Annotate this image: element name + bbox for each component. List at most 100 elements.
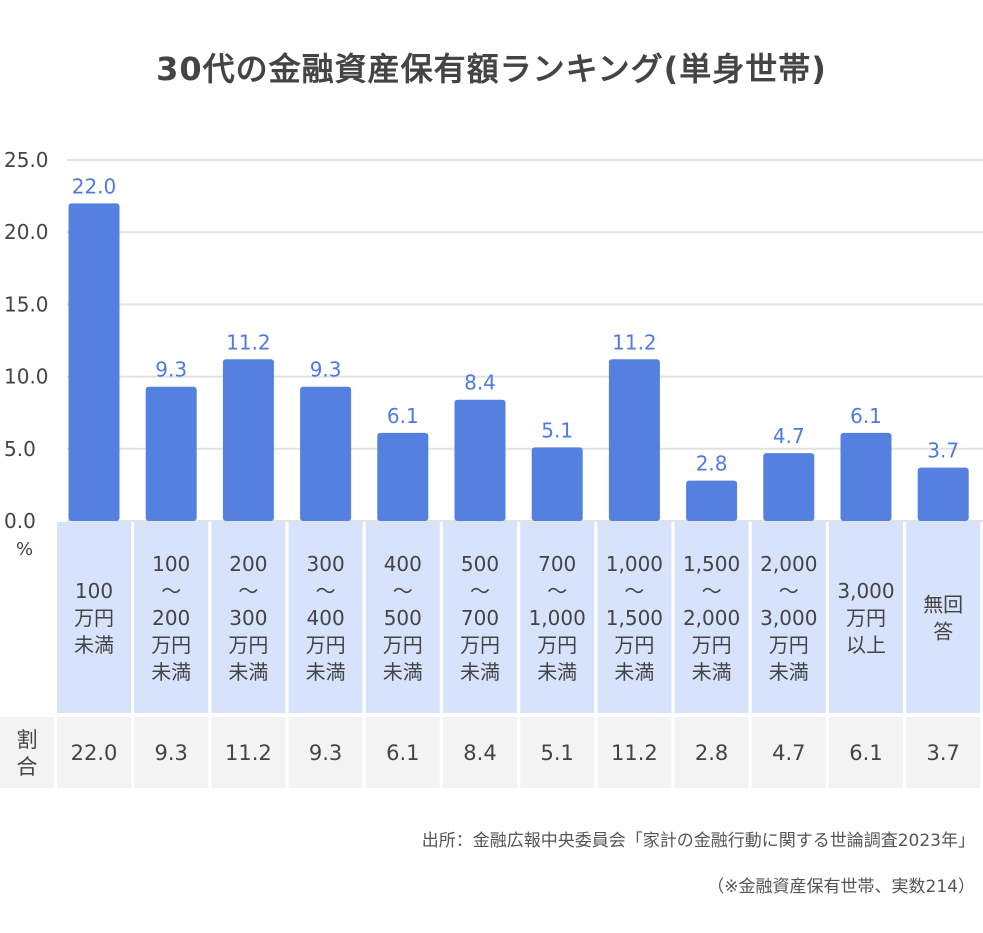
- bar: [145, 386, 197, 521]
- table-value: 6.1: [849, 741, 882, 765]
- category-cell: [211, 522, 286, 713]
- y-tick-label: 10.0: [4, 365, 49, 389]
- category-label: 〜: [624, 579, 644, 603]
- category-label: 未満: [74, 633, 114, 657]
- category-label: 未満: [614, 660, 654, 684]
- data-label: 11.2: [226, 330, 271, 354]
- category-label: 700: [538, 552, 576, 576]
- value-cell: [134, 717, 209, 788]
- category-cell: [751, 522, 826, 713]
- category-label: 200: [152, 606, 190, 630]
- category-label: 万円: [614, 633, 654, 657]
- category-label: 〜: [702, 579, 722, 603]
- data-label: 8.4: [464, 371, 496, 395]
- category-label: 100: [75, 579, 113, 603]
- chart-title: 30代の金融資産保有額ランキング(単身世帯): [156, 50, 827, 88]
- category-label: 万円: [692, 633, 732, 657]
- category-label: 未満: [537, 660, 577, 684]
- value-cell: [288, 717, 363, 788]
- y-tick-label: 20.0: [4, 220, 49, 244]
- bar: [608, 359, 660, 521]
- category-label: 万円: [537, 633, 577, 657]
- category-label: 〜: [779, 579, 799, 603]
- data-label: 4.7: [773, 424, 805, 448]
- bar: [300, 386, 352, 521]
- category-label: 万円: [383, 633, 423, 657]
- category-label: 万円: [151, 633, 191, 657]
- category-label: 未満: [692, 660, 732, 684]
- table-value: 2.8: [695, 741, 728, 765]
- table-value: 9.3: [309, 741, 342, 765]
- category-label: 3,000: [837, 579, 894, 603]
- category-label: 未満: [383, 660, 423, 684]
- data-label: 6.1: [850, 404, 882, 428]
- table-value: 22.0: [71, 741, 118, 765]
- category-label: 500: [461, 552, 499, 576]
- category-label: 答: [933, 620, 953, 644]
- value-cell: [674, 717, 749, 788]
- table-value: 5.1: [540, 741, 573, 765]
- table-value: 9.3: [154, 741, 187, 765]
- bar: [222, 359, 274, 521]
- category-cell: [520, 522, 595, 713]
- category-label: 100: [152, 552, 190, 576]
- category-label: 万円: [74, 606, 114, 630]
- bar: [686, 480, 738, 521]
- data-label: 6.1: [387, 404, 419, 428]
- data-label: 22.0: [72, 174, 117, 198]
- table-value: 4.7: [772, 741, 805, 765]
- category-cell: [57, 522, 131, 713]
- table-row-label: 割: [17, 728, 38, 752]
- table-value: 11.2: [611, 741, 658, 765]
- data-label: 5.1: [541, 418, 573, 442]
- data-label: 11.2: [612, 330, 657, 354]
- y-tick-label: 25.0: [4, 148, 49, 172]
- table-value: 8.4: [463, 741, 496, 765]
- category-label: 万円: [769, 633, 809, 657]
- value-cell: [520, 717, 595, 788]
- value-cell: [829, 717, 903, 788]
- bar: [531, 447, 583, 521]
- category-cell: [597, 522, 672, 713]
- y-tick-label: 15.0: [4, 292, 49, 316]
- category-label: 700: [461, 606, 499, 630]
- category-label: 以上: [846, 633, 886, 657]
- value-cell: [57, 717, 131, 788]
- category-label: 〜: [547, 579, 567, 603]
- data-label: 9.3: [155, 358, 187, 382]
- category-label: 〜: [161, 579, 181, 603]
- category-cell: [829, 522, 903, 713]
- data-label: 3.7: [927, 439, 959, 463]
- value-cell: [906, 717, 981, 788]
- category-label: 〜: [470, 579, 490, 603]
- category-label: 200: [229, 552, 267, 576]
- bar: [763, 453, 815, 521]
- category-label: 万円: [460, 633, 500, 657]
- category-label: 未満: [228, 660, 268, 684]
- source-note: 出所：金融広報中央委員会「家計の金融行動に関する世論調査2023年」: [421, 831, 975, 851]
- value-cell: [597, 717, 672, 788]
- table-value: 3.7: [926, 741, 959, 765]
- data-label: 9.3: [310, 358, 342, 382]
- category-cell: [365, 522, 440, 713]
- category-label: 1,000: [529, 606, 586, 630]
- category-label: 300: [307, 552, 345, 576]
- category-label: 2,000: [683, 606, 740, 630]
- category-label: 万円: [306, 633, 346, 657]
- y-axis-unit: %: [16, 539, 33, 560]
- category-label: 〜: [238, 579, 258, 603]
- category-label: 無回: [923, 593, 963, 617]
- category-label: 未満: [460, 660, 500, 684]
- category-label: 2,000: [760, 552, 817, 576]
- category-cell: [443, 522, 517, 713]
- value-cell: [211, 717, 286, 788]
- category-label: 1,000: [606, 552, 663, 576]
- category-label: 300: [229, 606, 267, 630]
- bar: [917, 467, 969, 521]
- category-cell: [134, 522, 209, 713]
- table-value: 6.1: [386, 741, 419, 765]
- category-label: 万円: [846, 606, 886, 630]
- table-value: 11.2: [225, 741, 272, 765]
- value-cell: [751, 717, 826, 788]
